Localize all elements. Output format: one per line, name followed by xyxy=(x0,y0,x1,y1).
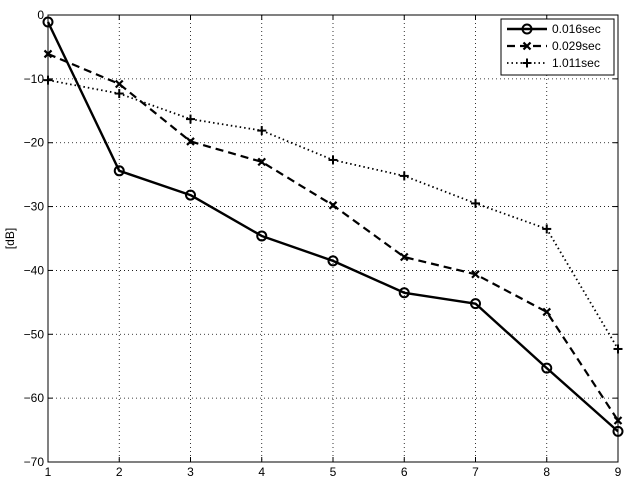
plus-marker xyxy=(328,155,338,165)
plus-marker xyxy=(43,75,53,85)
plus-marker xyxy=(186,114,195,124)
x-tick-label: 8 xyxy=(543,465,550,478)
x-marker xyxy=(114,79,124,89)
series-line xyxy=(47,79,619,350)
circle-marker xyxy=(327,255,339,267)
series-0.016sec xyxy=(42,16,624,437)
plus-marker xyxy=(522,58,532,68)
y-tick-label: −20 xyxy=(24,136,45,150)
plot-frame xyxy=(47,14,619,463)
ticks: 1 2 3 4 5 6 7 8 9 0 −10 −20 −30 −40 −50 −60 −70 xyxy=(24,8,622,478)
x-tick-label: 4 xyxy=(258,465,265,478)
grid xyxy=(48,15,618,462)
y-tick-label: −70 xyxy=(24,455,45,469)
x-marker xyxy=(471,269,480,279)
x-marker-stroke xyxy=(522,41,532,51)
x-marker-stroke xyxy=(399,252,409,262)
x-marker-stroke xyxy=(542,307,552,317)
x-marker xyxy=(613,416,623,425)
series-0.029sec xyxy=(43,49,623,425)
plus-marker xyxy=(542,224,552,234)
circle-marker xyxy=(42,16,54,28)
legend: 0.016sec 0.029sec 1.011sec xyxy=(500,18,615,76)
y-tick-label: −60 xyxy=(24,391,45,405)
plus-marker xyxy=(613,344,623,354)
x-marker xyxy=(522,41,532,51)
plus-marker xyxy=(471,198,480,208)
x-marker xyxy=(43,49,53,59)
x-tick-label: 1 xyxy=(45,465,52,478)
circle-marker xyxy=(256,230,268,242)
circle-marker xyxy=(185,189,196,201)
plus-marker xyxy=(399,171,409,181)
y-tick-label: 0 xyxy=(37,8,44,22)
plus-marker xyxy=(257,126,267,136)
x-marker-stroke xyxy=(471,269,480,279)
x-marker xyxy=(328,201,338,210)
circle-marker xyxy=(612,425,624,437)
x-tick-label: 9 xyxy=(615,465,622,478)
y-tick-label: −40 xyxy=(24,263,45,277)
x-marker-stroke xyxy=(43,49,53,59)
x-marker-stroke xyxy=(257,157,267,167)
circle-marker xyxy=(113,165,125,177)
x-tick-label: 7 xyxy=(472,465,479,478)
circle-marker xyxy=(398,287,410,299)
x-marker xyxy=(399,252,409,262)
y-tick-label: −50 xyxy=(24,327,45,341)
x-marker xyxy=(186,137,195,146)
x-marker-stroke xyxy=(613,416,623,425)
x-tick-label: 2 xyxy=(116,465,123,478)
series-line xyxy=(46,21,619,433)
series-1.011sec xyxy=(43,75,623,354)
x-marker-stroke xyxy=(114,79,124,89)
circle-marker xyxy=(541,362,553,374)
series-line xyxy=(47,52,619,422)
x-tick-label: 5 xyxy=(330,465,337,478)
y-tick-label: −30 xyxy=(24,200,45,214)
legend-label: 0.029sec xyxy=(552,39,601,53)
x-tick-label: 6 xyxy=(401,465,408,478)
legend-label: 1.011sec xyxy=(552,56,600,70)
x-marker xyxy=(257,157,267,167)
plus-marker xyxy=(114,89,124,99)
x-tick-label: 3 xyxy=(187,465,194,478)
circle-marker xyxy=(470,298,481,310)
x-marker-stroke xyxy=(186,137,195,146)
x-marker xyxy=(542,307,552,317)
series-layer xyxy=(42,16,624,437)
legend-label: 0.016sec xyxy=(552,22,601,36)
x-marker-stroke xyxy=(328,201,338,210)
y-tick-label: −10 xyxy=(24,72,45,86)
y-axis-label: [dB] xyxy=(3,228,17,249)
circle-marker xyxy=(521,23,533,35)
